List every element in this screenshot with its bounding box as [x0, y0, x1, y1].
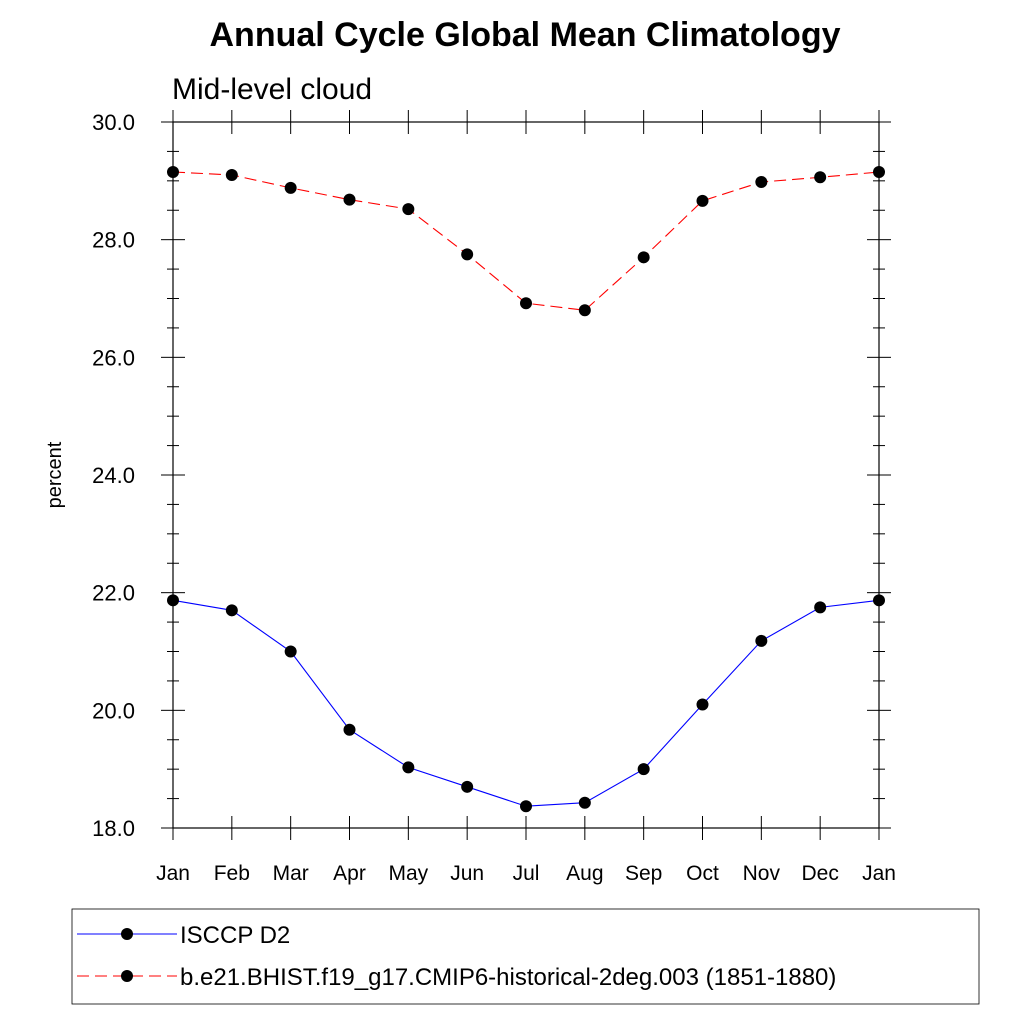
y-tick-label: 26.0 — [92, 345, 135, 370]
series-layer — [167, 166, 885, 813]
series-line-1 — [172, 171, 880, 311]
x-tick-label: Jan — [862, 862, 896, 885]
y-tick-labels: 18.0 20.0 22.0 24.0 26.0 28.0 30.0 — [92, 110, 135, 841]
data-point-series-0 — [167, 594, 179, 607]
data-point-series-1 — [696, 194, 709, 207]
x-tick-label: Aug — [566, 862, 603, 885]
data-point-series-1 — [402, 203, 415, 216]
legend-box — [71, 908, 980, 1005]
data-point-series-1 — [284, 181, 297, 194]
data-point-series-1 — [755, 176, 768, 189]
data-point-series-0 — [578, 796, 591, 809]
x-tick-label: Jan — [156, 862, 190, 885]
data-point-series-1 — [461, 248, 474, 261]
data-point-series-1 — [225, 168, 238, 181]
x-tick-label: Sep — [625, 862, 662, 885]
x-tick-label: Jun — [450, 862, 484, 885]
y-tick-label: 24.0 — [92, 463, 135, 488]
y-tick-label: 30.0 — [92, 110, 135, 135]
x-tick-labels: Jan Feb Mar Apr May Jun Jul Aug Sep Oct Nov Dec Jan — [156, 862, 896, 885]
data-point-series-0 — [343, 723, 356, 736]
data-point-series-1 — [343, 193, 356, 206]
data-point-series-1 — [637, 251, 650, 264]
data-point-series-0 — [637, 763, 650, 776]
x-tick-label: Jul — [513, 862, 540, 885]
legend-label-isccp: ISCCP D2 — [180, 922, 290, 949]
data-point-series-0 — [225, 604, 238, 617]
data-point-series-0 — [814, 601, 827, 614]
y-tick-label: 28.0 — [92, 228, 135, 253]
x-tick-label: Apr — [333, 862, 366, 885]
data-point-series-1 — [520, 297, 532, 310]
x-tick-label: Dec — [801, 862, 838, 885]
legend: ISCCP D2 b.e21.BHIST.f19_g17.CMIP6-histo… — [71, 908, 980, 1005]
data-point-series-0 — [755, 634, 768, 647]
data-point-series-1 — [873, 166, 885, 179]
legend-marker-isccp — [121, 928, 133, 940]
data-point-series-0 — [520, 800, 532, 813]
plot-frame — [172, 121, 880, 829]
data-point-series-0 — [873, 594, 885, 607]
data-point-series-1 — [167, 166, 179, 179]
data-point-series-0 — [696, 698, 709, 711]
series-line-0 — [172, 599, 880, 807]
y-axis-label: percent — [44, 441, 66, 508]
axis-ticks — [161, 110, 891, 840]
y-tick-label: 22.0 — [92, 581, 135, 606]
x-tick-label: Oct — [686, 862, 719, 885]
x-tick-label: Mar — [273, 862, 309, 885]
x-tick-label: May — [388, 862, 428, 885]
data-point-series-0 — [402, 761, 415, 774]
y-tick-label: 20.0 — [92, 698, 135, 723]
x-tick-label: Nov — [743, 862, 781, 885]
data-point-series-0 — [461, 780, 474, 793]
legend-marker-model — [121, 970, 133, 982]
data-point-series-1 — [814, 171, 827, 184]
chart-title: Annual Cycle Global Mean Climatology — [210, 16, 841, 54]
x-tick-label: Feb — [214, 862, 250, 885]
data-point-series-1 — [578, 304, 591, 317]
chart-subtitle: Mid-level cloud — [172, 73, 372, 106]
legend-label-model: b.e21.BHIST.f19_g17.CMIP6-historical-2de… — [180, 964, 836, 991]
data-point-series-0 — [284, 645, 297, 658]
y-tick-label: 18.0 — [92, 816, 135, 841]
